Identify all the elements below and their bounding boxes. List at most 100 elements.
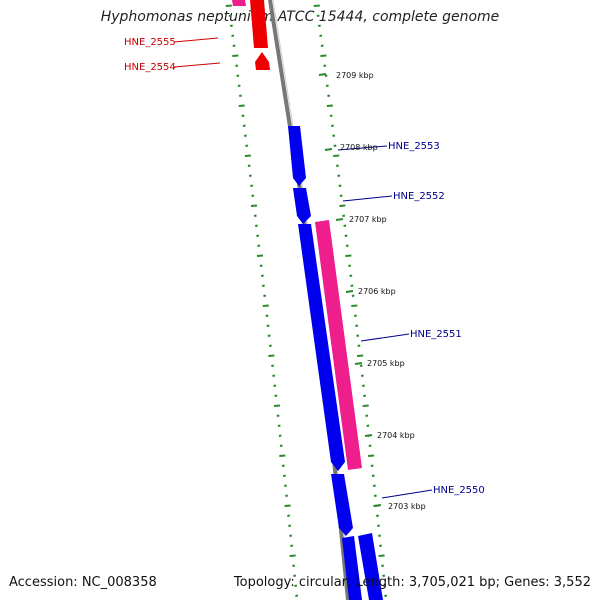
gene-label[interactable]: HNE_2550 — [433, 485, 485, 496]
accession-text: Accession: NC_008358 — [9, 575, 157, 590]
inner-ring-dot — [378, 534, 381, 537]
outer-ring-dot — [236, 74, 240, 77]
inner-ring-dot — [345, 254, 352, 257]
outer-ring-dot — [259, 264, 263, 267]
scale-tick-label: 2707 kbp — [349, 215, 387, 224]
outer-ring-dot — [262, 284, 265, 287]
outer-ring-dot — [281, 464, 285, 467]
outer-ring-dot — [251, 194, 255, 197]
outer-ring-dot — [289, 534, 293, 537]
inner-ring-dot — [337, 174, 341, 177]
inner-ring-dot — [318, 24, 321, 27]
outer-ring-dot — [260, 274, 264, 277]
feature-hne-2550[interactable] — [331, 474, 353, 536]
inner-ring-dot — [319, 34, 323, 37]
outer-ring-dot — [279, 444, 283, 447]
feature-hne-2556[interactable] — [232, 0, 246, 6]
scale-ticks: 2709 kbp 2708 kbp 2707 kbp 2706 kbp 2705… — [318, 71, 426, 511]
feature-hne-2551[interactable] — [298, 224, 345, 471]
outer-ring-dot — [237, 84, 241, 87]
outer-ring-dot — [253, 214, 257, 217]
inner-ring-dot — [324, 74, 328, 77]
outer-ring-dot — [232, 54, 239, 57]
scale-tick — [318, 73, 327, 76]
gene-label[interactable]: HNE_2552 — [393, 191, 445, 202]
outer-ring-dot — [244, 134, 247, 137]
scale-tick — [364, 434, 373, 437]
outer-ring-dot — [273, 404, 281, 407]
inner-ring-dot — [333, 144, 337, 147]
genome-summary-text: Topology: circular; Length: 3,705,021 bp… — [233, 575, 591, 590]
leader-hne-2555 — [173, 37, 219, 43]
inner-ring-dot — [343, 224, 347, 227]
outer-ring-dot — [248, 174, 252, 177]
outer-ring-dot — [271, 364, 274, 367]
scale-tick — [354, 362, 363, 365]
gene-label[interactable]: HNE_2554 — [124, 62, 176, 73]
inner-ring-dot — [355, 324, 359, 327]
inner-ring-dot — [372, 484, 376, 487]
inner-ring-dot — [327, 94, 331, 97]
inner-ring-dot — [368, 454, 375, 457]
feature-hne-2553[interactable] — [288, 126, 306, 186]
inner-ring-dot — [379, 544, 382, 547]
inner-ring-dot — [377, 524, 380, 527]
outer-ring-dot — [257, 244, 261, 247]
outer-ring-dot — [295, 594, 299, 597]
inner-ring-dot — [357, 354, 364, 357]
inner-ring-dot — [345, 244, 349, 247]
inner-ring-dot — [359, 364, 363, 367]
outer-ring-dot — [268, 344, 272, 347]
feature-hne-2555[interactable] — [250, 0, 268, 48]
inner-ring-dot — [383, 584, 387, 587]
inner-ring-dot — [339, 194, 343, 197]
outer-ring-dot — [290, 544, 294, 547]
scale-tick — [324, 148, 333, 151]
feature-hne-2552[interactable] — [293, 188, 311, 224]
inner-ring-dot — [357, 344, 361, 347]
inner-ring-dot — [373, 494, 377, 497]
inner-ring-dot — [378, 554, 385, 557]
feature-hne-2554[interactable] — [255, 52, 270, 70]
scale-tick — [373, 504, 382, 507]
gene-label[interactable]: HNE_2555 — [124, 37, 176, 48]
feature-hne-2548[interactable] — [358, 533, 383, 600]
inner-ring-dot — [382, 574, 386, 577]
inner-ring-dot — [371, 474, 375, 477]
outer-ring-dot — [265, 314, 269, 317]
scale-tick-label: 2709 kbp — [336, 71, 374, 80]
gene-label[interactable]: HNE_2553 — [388, 141, 440, 152]
inner-ring-dot — [320, 44, 324, 47]
inner-ring-dot — [320, 54, 327, 57]
outer-ring-dot — [228, 14, 232, 17]
inner-ring-dot — [384, 594, 388, 597]
outer-ring-dot — [276, 414, 280, 417]
leader-hne-2553 — [337, 145, 388, 151]
inner-ring-dot — [338, 184, 342, 187]
outer-ring-dot — [244, 154, 251, 157]
scale-tick — [335, 218, 344, 221]
outer-ring-dot — [287, 514, 290, 517]
inner-ring-dot — [354, 314, 357, 317]
outer-ring-dot — [272, 374, 276, 377]
outer-ring-dot — [232, 44, 236, 47]
inner-ring-dot — [360, 374, 364, 377]
inner-ring-dot — [332, 134, 336, 137]
inner-ring-dot — [366, 424, 370, 427]
inner-ring-dot — [365, 414, 369, 417]
outer-ring-dot — [284, 484, 287, 487]
outer-ring-dot — [242, 124, 246, 127]
feature-hne-2551-reverse[interactable] — [315, 220, 362, 470]
inner-ring-dot — [351, 304, 358, 307]
leader-hne-2552 — [342, 195, 393, 202]
leader-hne-2551 — [360, 333, 410, 342]
gene-label[interactable]: HNE_2551 — [410, 329, 462, 340]
feature-hne-2549[interactable] — [342, 536, 362, 600]
outer-ring-dot — [230, 24, 233, 27]
inner-ring-dot — [351, 294, 355, 297]
outer-dotted-ring — [225, 4, 299, 597]
inner-ring-dot — [313, 4, 320, 7]
inner-ring-dot — [323, 64, 327, 67]
outer-ring-dot — [273, 384, 277, 387]
